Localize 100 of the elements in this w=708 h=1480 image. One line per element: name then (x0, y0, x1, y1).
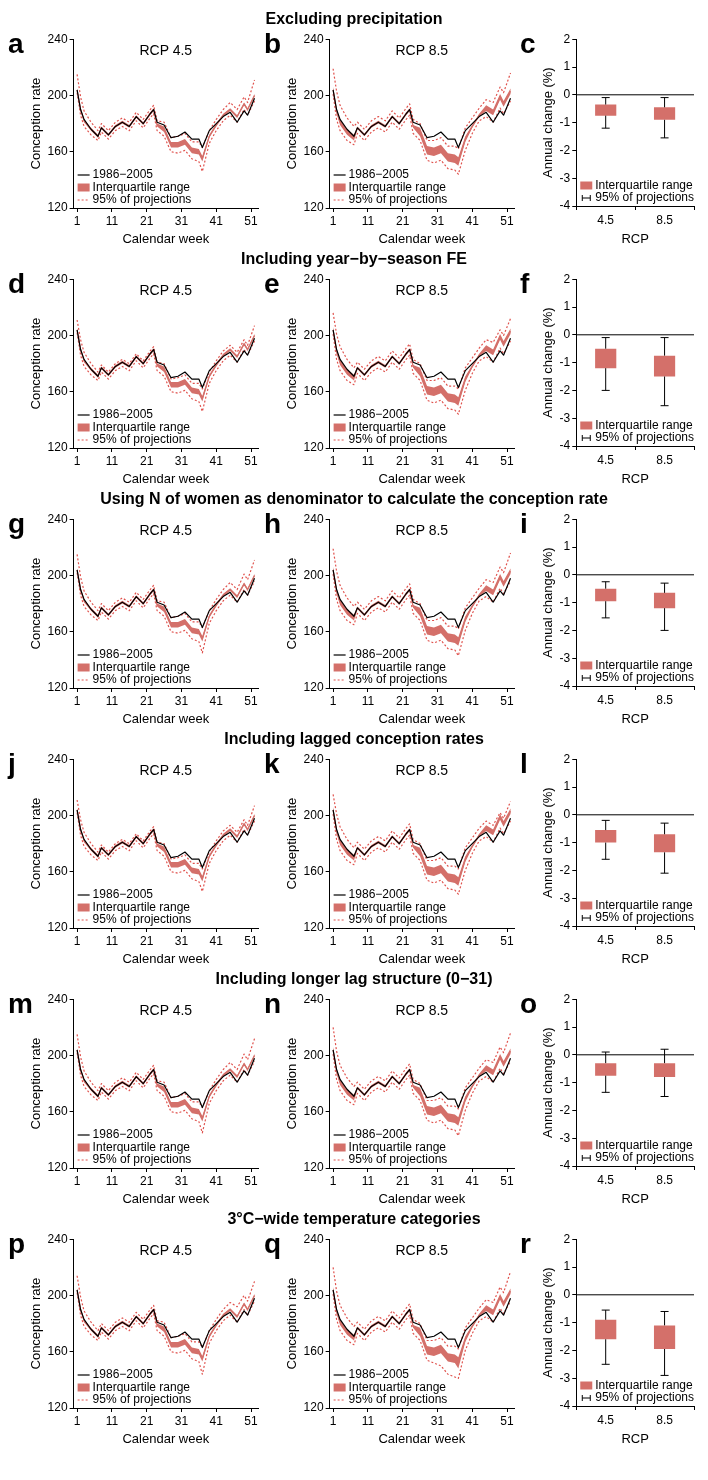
y-axis-title: Conception rate (284, 77, 300, 170)
y-axis-title: Conception rate (28, 1037, 44, 1130)
chart-title: 3°C−wide temperature categories (227, 1210, 481, 1227)
y-axis-title: Annual change (%) (540, 787, 556, 898)
text: r (520, 1228, 532, 1259)
legend-label: Interquartile range (595, 657, 693, 672)
x-tick-label: 31 (430, 1173, 445, 1188)
y-axis-title: Annual change (%) (540, 307, 556, 418)
text: l (520, 748, 529, 779)
y-tick-label: 0 (563, 807, 571, 822)
x-tick-label: 21 (140, 1413, 154, 1428)
x-tick-label: 11 (105, 933, 119, 948)
chart-subtitle: RCP 8.5 (395, 282, 449, 299)
x-axis-title: Calendar week (378, 470, 466, 486)
x-tick-label: 21 (140, 933, 154, 948)
y-axis-title: Annual change (%) (540, 547, 556, 658)
legend-label: 1986−2005 (348, 407, 410, 422)
x-tick-label: 11 (361, 693, 375, 708)
y-tick-label: 200 (303, 807, 324, 822)
y-tick-label: -2 (559, 1342, 571, 1357)
y-tick-label: 120 (303, 680, 324, 695)
chart-title: Including longer lag structure (0−31) (215, 970, 493, 987)
y-axis-title: Conception rate (28, 557, 44, 650)
y-tick-label: -2 (559, 382, 571, 397)
y-tick-label: 2 (563, 991, 571, 1006)
x-tick-label: 11 (361, 213, 375, 228)
text: m (8, 988, 33, 1019)
y-tick-label: 240 (47, 271, 68, 286)
chart-subtitle: RCP 8.5 (395, 522, 449, 539)
x-axis-title: Calendar week (378, 230, 466, 246)
x-tick-label: 11 (105, 1413, 119, 1428)
y-tick-label: 160 (303, 144, 324, 159)
x-tick-label: 31 (430, 213, 445, 228)
y-tick-label: 160 (47, 1104, 68, 1119)
legend-label: Interquartile range (348, 1139, 447, 1154)
x-tick-label: 8.5 (656, 692, 674, 707)
y-tick-label: 240 (303, 31, 324, 46)
y-tick-label: -1 (559, 354, 571, 369)
x-tick-label: 11 (105, 1173, 119, 1188)
y-tick-label: 1 (563, 539, 571, 554)
x-axis-title: RCP (621, 1430, 649, 1446)
legend-label: 95% of projections (92, 912, 192, 927)
y-tick-label: 200 (303, 87, 324, 102)
y-tick-label: 120 (47, 680, 68, 695)
y-axis-title: Conception rate (284, 557, 300, 650)
x-tick-label: 21 (396, 1413, 410, 1428)
chart-subtitle: RCP 4.5 (139, 522, 193, 539)
legend-label: 1986−2005 (92, 167, 154, 182)
y-tick-label: 0 (563, 567, 571, 582)
y-tick-label: 120 (303, 1400, 324, 1415)
x-axis-title: Calendar week (378, 710, 466, 726)
legend-label: 1986−2005 (348, 1367, 410, 1382)
x-tick-label: 31 (174, 693, 189, 708)
chart-title: Including year−by−season FE (241, 250, 467, 267)
text: o (520, 988, 539, 1019)
legend-label: Interquartile range (595, 1377, 693, 1392)
chart-title: Including lagged conception rates (224, 730, 484, 747)
chart-subtitle: RCP 4.5 (139, 282, 193, 299)
x-tick-label: 41 (465, 933, 480, 948)
x-axis-title: Calendar week (122, 1190, 210, 1206)
x-tick-label: 4.5 (597, 212, 615, 227)
y-tick-label: 120 (303, 1160, 324, 1175)
y-tick-label: -2 (559, 862, 571, 877)
x-tick-label: 51 (244, 933, 259, 948)
legend-label: 1986−2005 (348, 647, 410, 662)
y-tick-label: 2 (563, 31, 571, 46)
x-axis-title: RCP (621, 710, 649, 726)
x-tick-label: 31 (430, 1413, 445, 1428)
text: n (264, 988, 283, 1019)
y-tick-label: 200 (47, 327, 68, 342)
chart-subtitle: RCP 8.5 (395, 42, 449, 59)
x-tick-label: 41 (209, 453, 224, 468)
x-tick-label: 31 (174, 213, 189, 228)
y-axis-title: Conception rate (28, 77, 44, 170)
x-tick-label: 51 (244, 1173, 259, 1188)
legend-label: 1986−2005 (92, 407, 154, 422)
x-tick-label: 8.5 (656, 1412, 674, 1427)
y-tick-label: 120 (47, 200, 68, 215)
y-tick-label: 200 (303, 327, 324, 342)
y-tick-label: -3 (559, 1370, 571, 1385)
x-tick-label: 1 (73, 213, 81, 228)
y-axis-title: Annual change (%) (540, 67, 556, 178)
y-axis-title: Conception rate (284, 797, 300, 890)
y-tick-label: -2 (559, 142, 571, 157)
x-axis-title: RCP (621, 950, 649, 966)
y-tick-label: 1 (563, 299, 571, 314)
text: j (8, 748, 17, 779)
x-tick-label: 21 (396, 453, 410, 468)
x-tick-label: 31 (430, 693, 445, 708)
x-tick-label: 1 (73, 453, 81, 468)
x-tick-label: 41 (209, 1413, 224, 1428)
text: d (8, 268, 27, 299)
y-tick-label: 2 (563, 511, 571, 526)
x-axis-title: Calendar week (122, 950, 210, 966)
x-tick-label: 51 (500, 1173, 515, 1188)
legend-label: Interquartile range (595, 897, 693, 912)
y-tick-label: 0 (563, 1287, 571, 1302)
y-tick-label: -3 (559, 650, 571, 665)
x-axis-title: Calendar week (122, 470, 210, 486)
y-axis-title: Conception rate (28, 1277, 44, 1370)
